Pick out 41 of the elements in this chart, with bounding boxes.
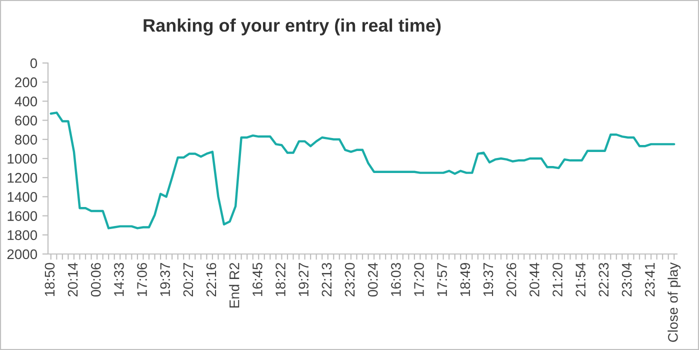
x-tick-label: 20:14 <box>68 262 78 296</box>
x-tick-label: 22:23 <box>598 262 609 296</box>
x-tick-label: 17:06 <box>137 262 147 296</box>
y-tick-label: 1800 <box>8 230 38 240</box>
x-tick-label: 17:57 <box>437 263 448 296</box>
x-tick-label: 18:49 <box>460 262 470 296</box>
x-tick-label: 19:37 <box>160 263 170 296</box>
x-tick-label: 00:24 <box>368 262 378 297</box>
line-series <box>50 112 676 230</box>
x-tick-label: 22:16 <box>206 262 216 296</box>
x-tick-label: 22:13 <box>322 262 332 296</box>
x-tick-label: 20:27 <box>183 263 194 296</box>
x-tick-label: 21:20 <box>552 262 562 296</box>
y-tick-label: 1600 <box>8 211 38 221</box>
y-tick-label: 0 <box>30 58 38 68</box>
chart-title: Ranking of your entry (in real time) <box>144 18 441 36</box>
y-tick-label: 600 <box>15 116 38 126</box>
x-tick-label: 00:06 <box>90 262 101 297</box>
x-tick-label: 16:03 <box>391 262 401 296</box>
y-tick-label: 2000 <box>7 249 38 260</box>
x-tick-label: 19:37 <box>483 263 494 296</box>
x-tick-label: 17:20 <box>414 262 424 296</box>
y-tick-label: 1400 <box>8 192 38 202</box>
y-tick-label: 1000 <box>8 154 38 164</box>
x-tick-label: 14:33 <box>114 262 124 296</box>
x-tick-label: 18:22 <box>276 263 286 296</box>
x-tick-label: 16:45 <box>252 262 262 296</box>
x-tick-label: 20:44 <box>530 262 540 296</box>
y-tick-label: 200 <box>15 77 38 88</box>
x-tick-label: 19:27 <box>298 263 309 296</box>
y-tick-label: 800 <box>15 134 38 145</box>
x-tick-label: Close of play <box>668 262 681 342</box>
y-tick-label: 400 <box>14 96 38 106</box>
x-tick-label: 20:26 <box>506 262 516 296</box>
x-tick-label: End R2 <box>229 263 240 308</box>
x-tick-label: 18:50 <box>44 262 55 296</box>
x-tick-label: 23:20 <box>344 262 355 296</box>
x-tick-label: 23:41 <box>644 263 655 296</box>
y-tick-label: 1200 <box>8 172 38 183</box>
x-tick-label: 21:54 <box>576 262 586 296</box>
x-tick-label: 23:04 <box>622 262 632 296</box>
